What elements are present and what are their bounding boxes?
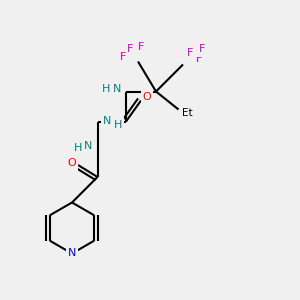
Text: F: F [138,41,144,52]
Text: F: F [196,53,203,64]
Text: F: F [127,44,134,55]
Text: N: N [68,248,76,259]
Text: O: O [142,92,152,103]
Text: H: H [74,143,82,153]
Text: F: F [199,44,206,55]
Text: N: N [84,141,92,151]
Text: N: N [103,116,111,127]
Text: F: F [187,47,194,58]
Text: Et: Et [182,107,193,118]
Text: F: F [120,52,126,62]
Text: H: H [102,83,111,94]
Text: N: N [113,83,121,94]
Text: O: O [67,158,76,169]
Text: H: H [114,119,122,130]
